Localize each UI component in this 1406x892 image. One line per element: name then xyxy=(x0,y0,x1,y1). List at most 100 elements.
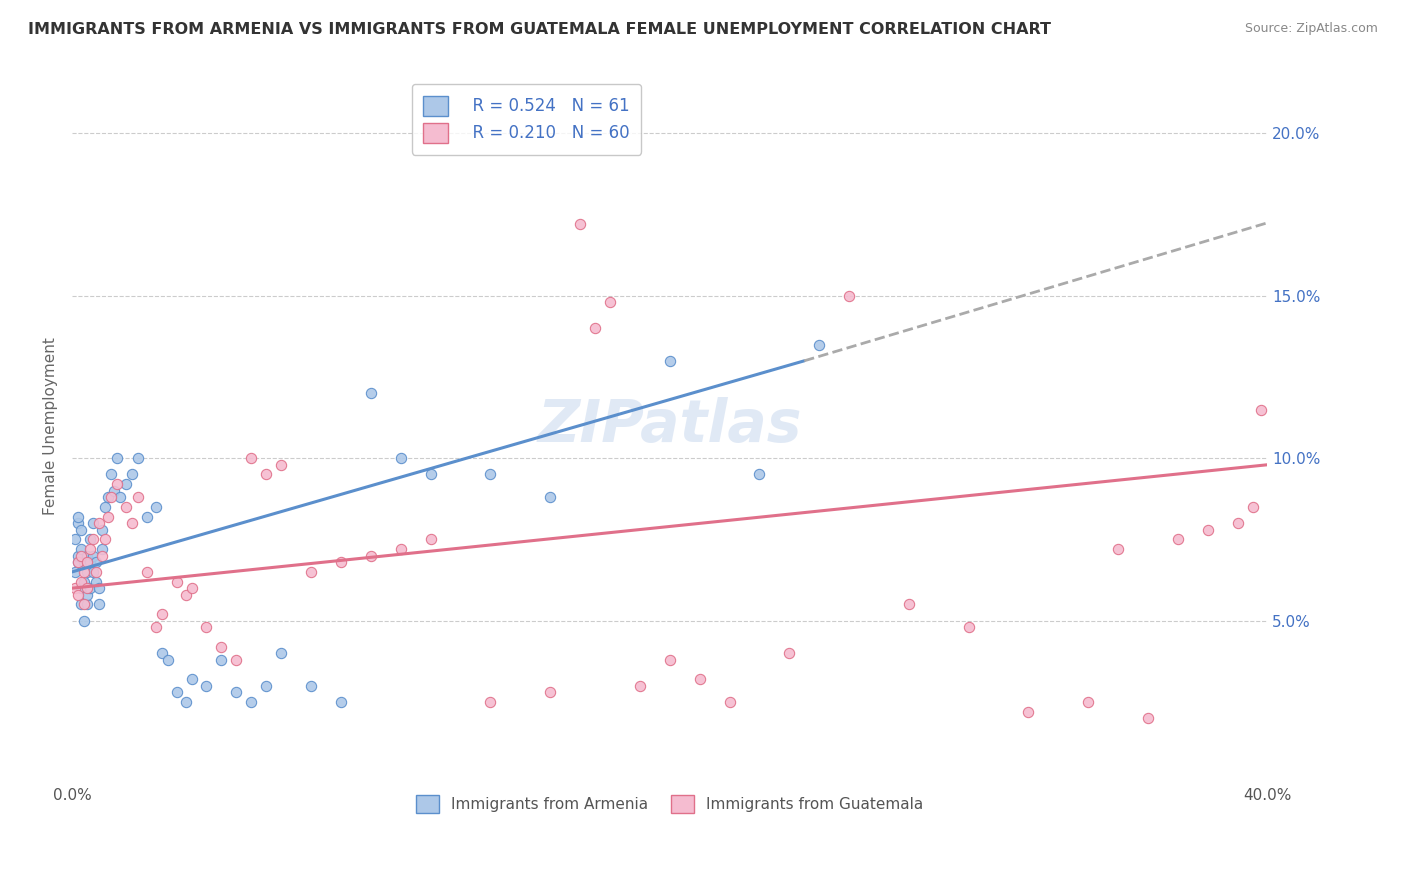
Point xyxy=(70,598,93,612)
Point xyxy=(1250,402,1272,417)
Point xyxy=(166,574,188,589)
Point xyxy=(90,523,112,537)
Y-axis label: Female Unemployment: Female Unemployment xyxy=(44,337,58,515)
Point xyxy=(114,477,136,491)
Point xyxy=(689,672,711,686)
Point xyxy=(1077,695,1099,709)
Point xyxy=(778,646,800,660)
Point xyxy=(360,549,382,563)
Point xyxy=(70,581,93,595)
Point xyxy=(100,490,122,504)
Point xyxy=(180,581,202,595)
Point xyxy=(1241,500,1264,514)
Point xyxy=(1107,542,1129,557)
Point xyxy=(100,467,122,482)
Point xyxy=(1167,533,1189,547)
Point xyxy=(87,581,110,595)
Point xyxy=(84,555,107,569)
Point xyxy=(103,483,125,498)
Point xyxy=(195,679,218,693)
Point xyxy=(97,490,120,504)
Point xyxy=(63,565,86,579)
Point xyxy=(105,477,128,491)
Point xyxy=(63,533,86,547)
Point xyxy=(166,685,188,699)
Point xyxy=(76,588,98,602)
Point xyxy=(84,565,107,579)
Point xyxy=(254,467,277,482)
Point xyxy=(1226,516,1249,531)
Point xyxy=(145,620,167,634)
Point xyxy=(108,490,131,504)
Point xyxy=(180,672,202,686)
Point xyxy=(97,509,120,524)
Point xyxy=(174,695,197,709)
Point xyxy=(748,467,770,482)
Text: IMMIGRANTS FROM ARMENIA VS IMMIGRANTS FROM GUATEMALA FEMALE UNEMPLOYMENT CORRELA: IMMIGRANTS FROM ARMENIA VS IMMIGRANTS FR… xyxy=(28,22,1052,37)
Point xyxy=(225,685,247,699)
Point xyxy=(360,386,382,401)
Point xyxy=(254,679,277,693)
Point xyxy=(808,337,831,351)
Point xyxy=(87,516,110,531)
Point xyxy=(330,695,353,709)
Point xyxy=(73,555,96,569)
Point xyxy=(76,598,98,612)
Point xyxy=(127,451,149,466)
Point xyxy=(73,598,96,612)
Legend: Immigrants from Armenia, Immigrants from Guatemala: Immigrants from Armenia, Immigrants from… xyxy=(404,782,936,825)
Point xyxy=(538,685,561,699)
Point xyxy=(70,549,93,563)
Point xyxy=(150,646,173,660)
Point xyxy=(195,620,218,634)
Point xyxy=(628,679,651,693)
Point xyxy=(538,490,561,504)
Point xyxy=(957,620,980,634)
Point xyxy=(76,549,98,563)
Point xyxy=(299,565,322,579)
Point xyxy=(270,646,292,660)
Text: Source: ZipAtlas.com: Source: ZipAtlas.com xyxy=(1244,22,1378,36)
Point xyxy=(240,451,263,466)
Point xyxy=(76,565,98,579)
Point xyxy=(76,581,98,595)
Point xyxy=(121,516,143,531)
Point xyxy=(90,549,112,563)
Point xyxy=(76,555,98,569)
Point xyxy=(94,533,117,547)
Point xyxy=(66,588,89,602)
Point xyxy=(145,500,167,514)
Point xyxy=(82,549,104,563)
Point xyxy=(79,542,101,557)
Point xyxy=(209,640,232,654)
Point xyxy=(73,574,96,589)
Point xyxy=(66,555,89,569)
Point xyxy=(225,652,247,666)
Point xyxy=(569,218,592,232)
Point xyxy=(84,574,107,589)
Point xyxy=(838,289,860,303)
Point xyxy=(73,614,96,628)
Point xyxy=(135,509,157,524)
Point xyxy=(1197,523,1219,537)
Point xyxy=(419,467,441,482)
Point xyxy=(299,679,322,693)
Point xyxy=(66,516,89,531)
Point xyxy=(209,652,232,666)
Point xyxy=(897,598,920,612)
Point xyxy=(1017,705,1039,719)
Point xyxy=(87,598,110,612)
Point xyxy=(174,588,197,602)
Point xyxy=(389,542,412,557)
Point xyxy=(82,516,104,531)
Point xyxy=(70,574,93,589)
Point xyxy=(105,451,128,466)
Point xyxy=(79,581,101,595)
Point xyxy=(73,565,96,579)
Point xyxy=(270,458,292,472)
Point xyxy=(389,451,412,466)
Point xyxy=(94,500,117,514)
Point xyxy=(156,652,179,666)
Point xyxy=(135,565,157,579)
Point xyxy=(66,549,89,563)
